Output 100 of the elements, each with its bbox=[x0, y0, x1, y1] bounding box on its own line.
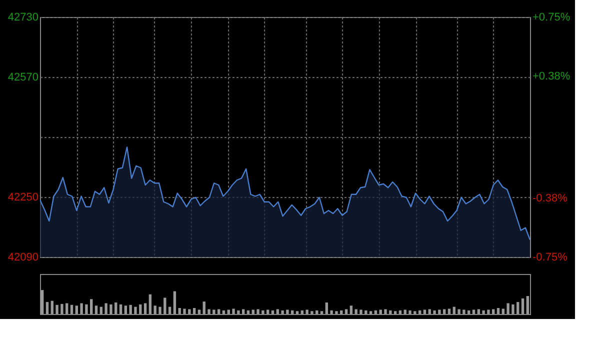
bar bbox=[458, 309, 460, 314]
bar bbox=[344, 309, 348, 314]
bar bbox=[428, 309, 431, 314]
y2-tick-label: -0.75% bbox=[532, 252, 568, 264]
bar bbox=[246, 310, 250, 314]
bar bbox=[423, 310, 426, 314]
bar bbox=[198, 310, 201, 314]
bar bbox=[90, 299, 93, 314]
bar bbox=[134, 306, 137, 314]
bar bbox=[325, 302, 328, 314]
bar bbox=[286, 310, 289, 314]
bar bbox=[384, 309, 387, 314]
bar bbox=[227, 310, 230, 314]
bar bbox=[114, 302, 118, 314]
bar bbox=[374, 310, 378, 314]
bar bbox=[398, 310, 402, 314]
bar bbox=[164, 298, 166, 314]
bar bbox=[442, 309, 446, 314]
bar bbox=[354, 309, 358, 314]
bar bbox=[306, 310, 308, 314]
bar bbox=[492, 309, 495, 314]
bar bbox=[242, 309, 245, 314]
bar bbox=[330, 310, 333, 314]
y2-tick-label: +0.38% bbox=[532, 70, 570, 83]
bar bbox=[360, 310, 362, 314]
bar bbox=[237, 310, 240, 314]
bar bbox=[340, 310, 343, 314]
bar bbox=[482, 310, 485, 314]
bar bbox=[217, 309, 220, 314]
y-tick-label: 42250 bbox=[8, 192, 38, 204]
bar bbox=[452, 306, 456, 314]
bar bbox=[148, 294, 152, 314]
bar bbox=[526, 296, 530, 314]
bar bbox=[222, 310, 226, 314]
bar bbox=[404, 310, 406, 314]
bar bbox=[139, 304, 142, 314]
bar bbox=[110, 304, 112, 314]
bar bbox=[394, 311, 397, 314]
bar bbox=[379, 310, 382, 314]
bar bbox=[75, 306, 78, 314]
bar bbox=[472, 310, 476, 314]
y-tick-label: 42090 bbox=[8, 252, 38, 264]
bar bbox=[252, 310, 254, 314]
bar bbox=[300, 310, 304, 314]
bar bbox=[408, 310, 412, 314]
bar bbox=[212, 310, 216, 314]
bar bbox=[266, 310, 270, 314]
bar bbox=[192, 308, 196, 314]
bar bbox=[496, 308, 500, 314]
bar bbox=[350, 306, 353, 314]
bar bbox=[124, 306, 128, 314]
bar bbox=[119, 304, 122, 314]
bar bbox=[364, 310, 368, 314]
bar bbox=[144, 303, 147, 314]
bar bbox=[320, 311, 324, 314]
bar bbox=[100, 306, 103, 314]
bar bbox=[80, 303, 83, 314]
bar bbox=[262, 310, 264, 314]
bar bbox=[281, 310, 284, 314]
y2-tick-label: -0.38% bbox=[532, 192, 568, 204]
bar bbox=[291, 310, 294, 314]
bar bbox=[129, 304, 132, 314]
bar bbox=[310, 311, 314, 314]
bar bbox=[46, 302, 49, 314]
bar bbox=[50, 300, 54, 314]
bar bbox=[296, 311, 299, 314]
y2-tick-label: +0.75% bbox=[532, 12, 570, 24]
bar bbox=[56, 304, 58, 314]
bar bbox=[178, 308, 181, 314]
bar bbox=[487, 310, 490, 314]
bar bbox=[414, 311, 416, 314]
bar bbox=[104, 303, 108, 314]
bar bbox=[462, 310, 466, 314]
bar bbox=[40, 290, 44, 314]
bar bbox=[188, 309, 191, 314]
bar bbox=[467, 310, 470, 314]
bar bbox=[168, 306, 172, 314]
bar bbox=[477, 309, 480, 314]
bar bbox=[173, 291, 176, 314]
bar bbox=[448, 308, 451, 314]
bar bbox=[433, 310, 436, 314]
bar bbox=[512, 304, 514, 314]
bar bbox=[506, 303, 510, 314]
bar bbox=[389, 310, 392, 314]
bar bbox=[208, 309, 210, 314]
bar bbox=[94, 306, 98, 314]
y-tick-label: 42570 bbox=[8, 72, 38, 84]
bar bbox=[335, 311, 338, 314]
bar bbox=[85, 304, 88, 314]
bar bbox=[418, 310, 422, 314]
bar bbox=[70, 304, 74, 314]
bar bbox=[202, 302, 206, 314]
bar bbox=[183, 308, 186, 314]
bar bbox=[316, 310, 318, 314]
bar bbox=[256, 309, 260, 314]
bar bbox=[502, 308, 505, 314]
bar bbox=[232, 308, 235, 314]
bar bbox=[271, 310, 274, 314]
bar bbox=[60, 304, 64, 314]
bar bbox=[276, 309, 279, 314]
